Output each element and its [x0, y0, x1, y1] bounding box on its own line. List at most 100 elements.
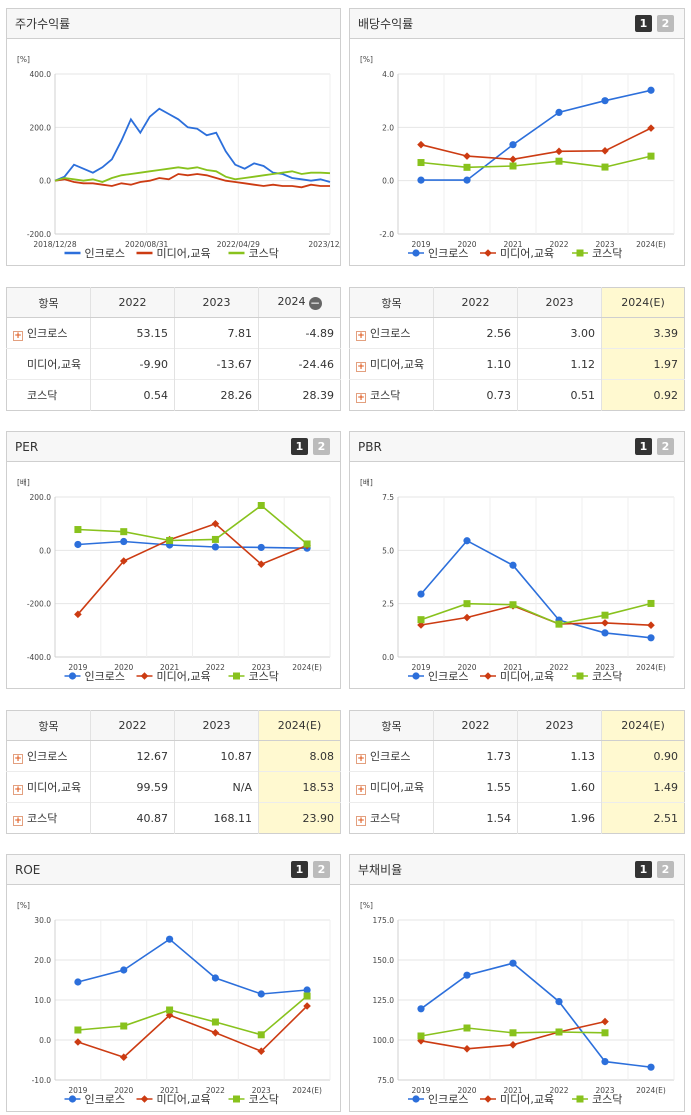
page-2-button[interactable]: 2 [313, 861, 330, 878]
expand-icon[interactable]: + [356, 331, 366, 341]
data-point [463, 163, 471, 171]
expand-icon[interactable]: + [356, 362, 366, 372]
x-tick-label: 2024(E) [636, 1086, 666, 1095]
per-chart: [배]200.0 0.0 -200.0 -400.0 2019 2020 2021 2022 2… [17, 478, 331, 683]
expand-icon[interactable]: + [13, 785, 23, 795]
data-point [463, 600, 471, 608]
table-row: + 코스닥 1.54 1.96 2.51 [349, 802, 685, 834]
panel-title: 부채비율 [358, 863, 403, 877]
page-2-button[interactable]: 2 [657, 861, 674, 878]
panel-title: PBR [358, 439, 382, 454]
x-tick-label: 2024(E) [292, 1086, 322, 1095]
data-point [555, 108, 563, 116]
data-point [647, 634, 655, 642]
series-line [77, 522, 308, 615]
data-point [257, 502, 265, 510]
cell: 1.49 [601, 771, 685, 803]
expand-icon[interactable]: + [356, 754, 366, 764]
y-tick-label: -200.0 [27, 230, 51, 239]
page-1-button[interactable]: 1 [635, 15, 652, 32]
cell: 10.87 [174, 740, 259, 772]
x-tick-label: 2021 [503, 240, 522, 249]
page-1-button[interactable]: 1 [635, 861, 652, 878]
table-row: + 인크로스 53.15 7.81 -4.89 [7, 317, 341, 349]
table-row: 코스닥 0.54 28.26 28.39 [6, 379, 341, 411]
expand-icon[interactable]: + [356, 785, 366, 795]
x-tick-label: 2018/12/28 [33, 240, 76, 249]
legend-label: 미디어,교육 [500, 670, 554, 683]
data-point [119, 1053, 128, 1061]
page-1-button[interactable]: 1 [291, 861, 308, 878]
row-label: 코스닥 [27, 812, 58, 825]
data-point [509, 959, 517, 967]
expand-icon[interactable]: + [13, 754, 23, 764]
cell: 1.12 [517, 348, 602, 380]
y-tick-label: 150.0 [373, 956, 395, 965]
legend-label: 코스닥 [249, 1093, 279, 1106]
page-1-button[interactable]: 1 [291, 438, 308, 455]
data-point [601, 629, 609, 637]
x-tick-label: 2019 [68, 663, 87, 672]
col-header-label: 2024 [277, 295, 306, 308]
page-2-button[interactable]: 2 [657, 438, 674, 455]
expand-icon[interactable]: + [356, 816, 366, 826]
data-point [303, 992, 311, 1000]
data-point [601, 147, 609, 155]
legend-label: 인크로스 [428, 1093, 468, 1106]
data-point [74, 540, 82, 549]
data-point [647, 86, 655, 94]
x-tick-label: 2024(E) [636, 663, 666, 672]
legend-label: 코스닥 [249, 670, 279, 683]
data-point [120, 537, 128, 546]
cell: 1.55 [433, 771, 518, 803]
col-header: 항목 [349, 710, 434, 741]
y-unit-label: [%] [17, 901, 30, 910]
cell: 8.08 [258, 740, 341, 772]
table-row: + 인크로스 12.67 10.87 8.08 [7, 740, 341, 772]
cell: -13.67 [174, 348, 259, 380]
cell: N/A [174, 771, 259, 803]
table-row: + 인크로스 2.56 3.00 3.39 [350, 317, 685, 349]
collapse-icon[interactable]: − [308, 296, 322, 310]
y-tick-label: 125.0 [373, 996, 395, 1005]
y-tick-label: 2.0 [382, 123, 394, 132]
legend-label: 인크로스 [85, 670, 125, 683]
expand-icon[interactable]: + [13, 331, 23, 341]
panel-title: 배당수익률 [358, 17, 414, 31]
x-tick-label: 2024(E) [636, 240, 666, 249]
row-label: 인크로스 [27, 327, 68, 340]
page-2-button[interactable]: 2 [657, 15, 674, 32]
pager: 1 2 [291, 438, 330, 455]
cell: 0.54 [90, 379, 175, 411]
expand-icon[interactable]: + [356, 393, 366, 403]
dividend-yield-chart: [%] 4.0 2.0 0.0 -2.0 2019 2020 2021 2022 2023 2024… [360, 55, 675, 260]
page-1-button[interactable]: 1 [635, 438, 652, 455]
roe-panel: ROE 1 2 [%] 30.0 20.0 10.0 0.0 -10.0 2019 2020 2… [6, 854, 341, 1112]
row-label: 미디어,교육 [27, 781, 82, 794]
table-row: 미디어,교육 -9.90 -13.67 -24.46 [6, 348, 341, 380]
dividend-yield-panel: 배당수익률 1 2 [%] 4.0 2.0 0.0 -2.0 2019 2020 2021 20… [349, 8, 685, 266]
data-point [509, 1041, 517, 1049]
panel-header: PBR 1 2 [350, 432, 684, 462]
series-line [54, 107, 331, 183]
expand-icon[interactable]: + [13, 816, 23, 826]
data-point [412, 672, 420, 680]
series-line [54, 166, 331, 183]
legend-label: 미디어,교육 [157, 247, 211, 260]
col-header: 항목 [6, 287, 91, 318]
data-point [509, 141, 517, 149]
x-tick-label: 2019 [68, 1086, 87, 1095]
x-tick-label: 2022 [206, 663, 225, 672]
legend-label: 미디어,교육 [157, 670, 211, 683]
pbr-table: 항목 2022 2023 2024(E) + 인크로스 1.73 1.13 0.9… [349, 710, 685, 834]
col-header: 항목 [6, 710, 91, 741]
data-point [74, 610, 82, 619]
pbr-panel: PBR 1 2 [배] 7.5 5.0 2.5 0.0 2019 2020 2021 2022 2… [349, 431, 685, 689]
col-header: 2022 [433, 710, 518, 741]
page-2-button[interactable]: 2 [313, 438, 330, 455]
data-point [601, 1058, 609, 1066]
x-tick-label: 2022 [206, 1086, 225, 1095]
data-point [647, 599, 655, 607]
legend-label: 인크로스 [428, 670, 468, 683]
data-point [120, 528, 128, 536]
